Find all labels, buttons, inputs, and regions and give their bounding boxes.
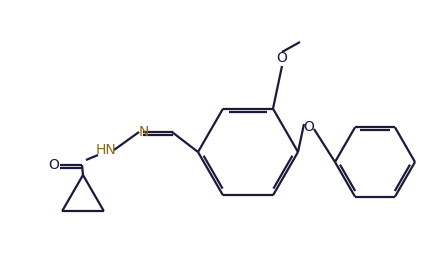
Text: O: O (49, 158, 59, 172)
Text: HN: HN (95, 143, 116, 157)
Text: O: O (276, 51, 287, 65)
Text: N: N (138, 125, 149, 139)
Text: O: O (303, 120, 314, 134)
